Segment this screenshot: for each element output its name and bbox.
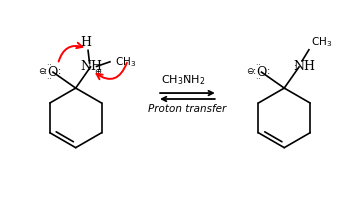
Text: :: : <box>253 66 256 76</box>
Text: :: : <box>58 66 61 76</box>
Text: $\ominus$: $\ominus$ <box>38 66 46 76</box>
Text: Proton transfer: Proton transfer <box>148 104 226 114</box>
Text: NH: NH <box>80 60 102 73</box>
Text: ··: ·· <box>47 61 54 70</box>
Text: H: H <box>80 36 91 49</box>
Text: CH$_3$: CH$_3$ <box>311 35 333 49</box>
Text: $\oplus$: $\oplus$ <box>94 67 103 76</box>
Text: O: O <box>256 66 267 79</box>
Text: $\ominus$: $\ominus$ <box>246 66 255 76</box>
Text: O: O <box>48 66 58 79</box>
Text: CH$_3$: CH$_3$ <box>115 55 137 69</box>
Text: :: : <box>44 66 48 76</box>
Text: NH: NH <box>293 60 315 73</box>
Text: CH$_3$N̈H$_2$: CH$_3$N̈H$_2$ <box>161 73 205 87</box>
Text: ··: ·· <box>256 61 263 70</box>
Text: :: : <box>267 66 270 76</box>
Text: ··: ·· <box>47 75 54 84</box>
Text: ··: ·· <box>256 75 263 84</box>
Text: :: : <box>293 62 297 72</box>
